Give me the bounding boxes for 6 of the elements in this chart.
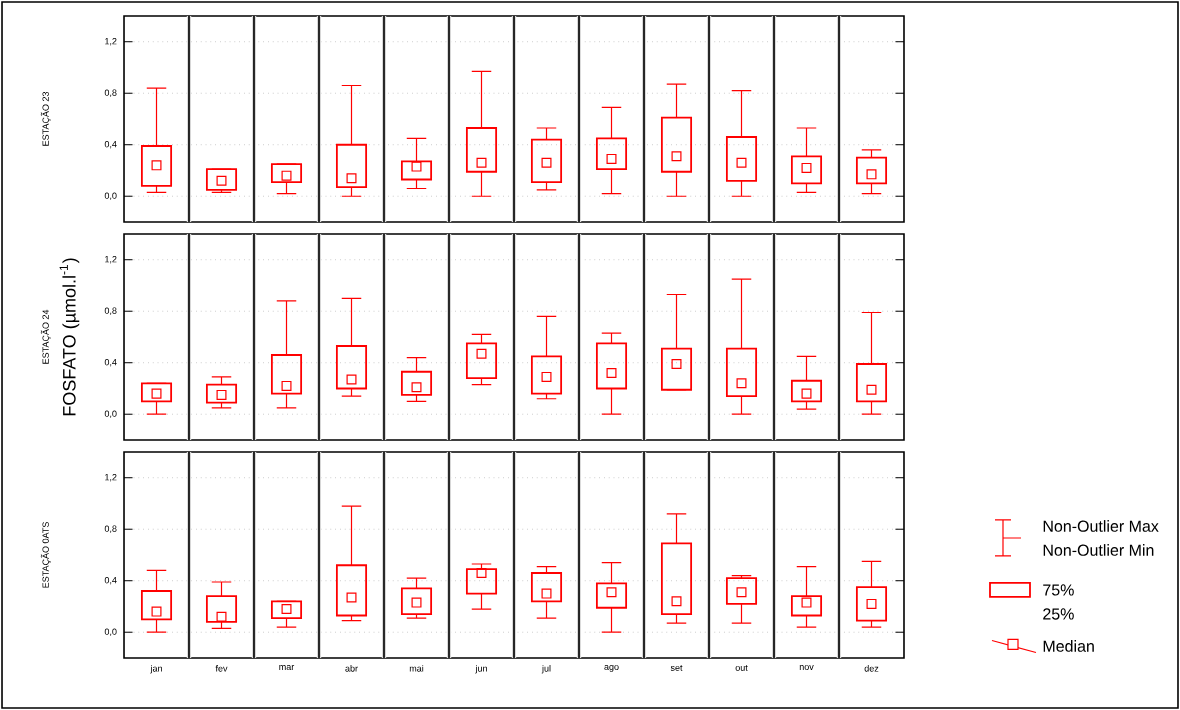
text: 75% <box>1043 584 1074 596</box>
text: Non-Outlier Min <box>1043 544 1154 556</box>
text: Median <box>1043 640 1094 652</box>
text: 25% <box>1043 608 1074 620</box>
text: Non-Outlier Max <box>1043 520 1159 532</box>
text: FOSFATO (µmol.l$^{-1}$) <box>59 258 80 416</box>
